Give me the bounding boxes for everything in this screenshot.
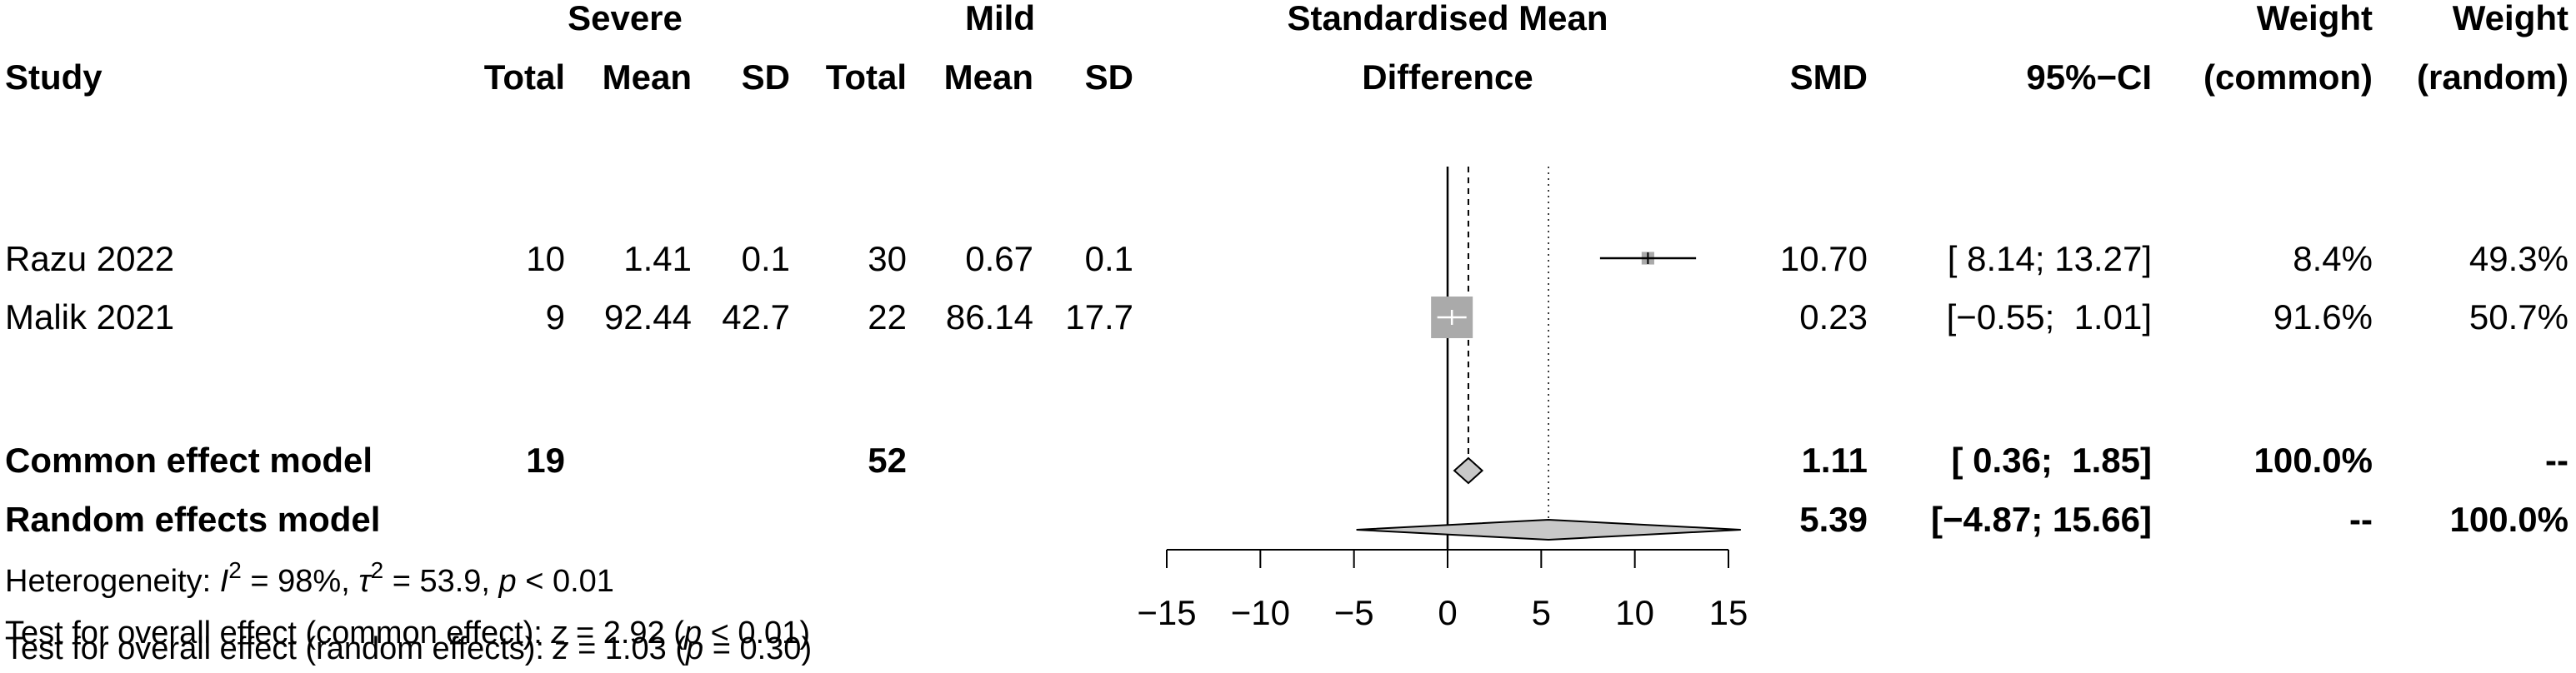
study-sd-severe: 0.1 [742,239,790,278]
plot-area: −15 −10 −5 0 5 10 15 [1137,167,1748,632]
overall-random-z-value: = 1.03 ( [569,631,687,666]
heterogeneity-note: Heterogeneity: I2 = 98%, τ2 = 53.9, p < … [5,557,614,599]
header-plot-title-1: Standardised Mean [1287,0,1608,37]
i2-value: = 98%, [242,564,358,599]
study-sd-mild: 17.7 [1065,297,1133,336]
common-effect-label: Common effect model [5,441,373,480]
i2-symbol: I [220,564,229,599]
x-axis-tick-label: 10 [1615,593,1654,632]
random-effects-label: Random effects model [5,500,380,539]
header-mean-mild: Mean [944,57,1033,97]
random-weight-random: 100.0% [2450,500,2568,539]
random-ci: [−4.87; 15.66] [1931,500,2152,539]
heterogeneity-p-symbol: p [498,564,517,599]
study-smd: 0.23 [1799,297,1868,336]
overall-common-p-value: < 0.01) [702,616,810,651]
tau2-superscript: 2 [371,557,384,583]
study-mean-mild: 86.14 [946,297,1033,336]
study-row: Malik 2021 9 92.44 42.7 22 86.14 17.7 0.… [5,297,2568,336]
header-ci: 95%−CI [2026,57,2152,97]
common-effect-diamond [1453,456,1484,485]
common-total-mild: 52 [868,441,907,480]
header-weight-common-1: Weight [2257,0,2373,37]
header-weight-common-2: (common) [2203,57,2373,97]
overall-effect-common-note: Test for overall effect (common effect):… [5,616,810,651]
header-sd-severe: SD [742,57,790,97]
common-ci: [ 0.36; 1.85] [1952,441,2152,480]
overall-random-prefix: Test for overall effect (random effects)… [5,631,553,666]
header-weight-random-1: Weight [2453,0,2568,37]
overall-common-z-value: = 2.92 ( [567,616,684,651]
x-axis-tick-label: 15 [1709,593,1748,632]
header-total-severe: Total [484,57,565,97]
overall-common-p-symbol: p [683,616,702,651]
random-smd: 5.39 [1799,500,1868,539]
header-plot-title-2: Difference [1362,57,1533,97]
study-mean-severe: 92.44 [604,297,692,336]
header-mild: Mild [965,0,1035,37]
study-weight-random: 50.7% [2469,297,2568,336]
x-axis-tick-label: 0 [1438,593,1457,632]
overall-random-p-symbol: p [685,631,703,666]
heterogeneity-p-value: < 0.01 [517,564,614,599]
study-weight-random: 49.3% [2469,239,2568,278]
study-ci: [ 8.14; 13.27] [1948,239,2152,278]
x-axis-tick-label: −5 [1334,593,1374,632]
study-name: Malik 2021 [5,297,174,336]
header-severe: Severe [568,0,683,37]
study-total-mild: 22 [868,297,907,336]
common-smd: 1.11 [1802,441,1868,480]
study-name: Razu 2022 [5,239,174,278]
overall-common-z-symbol: z [550,616,567,651]
x-axis-tick-label: −10 [1231,593,1290,632]
common-effect-row: Common effect model 19 52 1.11 [ 0.36; 1… [5,441,2568,480]
header-smd: SMD [1790,57,1868,97]
overall-common-prefix: Test for overall effect (common effect): [5,616,551,651]
study-total-mild: 30 [868,239,907,278]
header-weight-random-2: (random) [2417,57,2568,97]
study-ci: [−0.55; 1.01] [1947,297,2152,336]
overall-random-z-symbol: z [553,631,569,666]
study-mean-severe: 1.41 [623,239,692,278]
study-sd-severe: 42.7 [722,297,790,336]
study-weight-common: 91.6% [2273,297,2373,336]
x-axis-tick-label: 5 [1532,593,1551,632]
common-total-severe: 19 [526,441,565,480]
study-total-severe: 9 [546,297,565,336]
common-weight-random: -- [2545,441,2568,480]
study-weight-common: 8.4% [2293,239,2373,278]
header-study: Study [5,57,103,97]
i2-superscript: 2 [228,557,242,583]
study-sd-mild: 0.1 [1085,239,1133,278]
random-weight-common: -- [2349,500,2373,539]
x-axis-tick-label: −15 [1137,593,1196,632]
study-mean-mild: 0.67 [965,239,1033,278]
random-effects-row: Random effects model 5.39 [−4.87; 15.66]… [5,500,2568,539]
header-sd-mild: SD [1085,57,1133,97]
study-row: Razu 2022 10 1.41 0.1 30 0.67 0.1 10.70 … [5,239,2568,278]
tau2-symbol: τ [358,564,373,599]
heterogeneity-prefix: Heterogeneity: [5,564,220,599]
header-total-mild: Total [826,57,907,97]
study-total-severe: 10 [526,239,565,278]
tau2-value: = 53.9, [383,564,498,599]
overall-random-p-value: = 0.30) [703,631,812,666]
study-smd: 10.70 [1780,239,1868,278]
overall-effect-random-note: Test for overall effect (random effects)… [5,631,812,666]
random-effects-diamond [1356,518,1741,541]
common-weight-common: 100.0% [2254,441,2373,480]
header-mean-severe: Mean [603,57,692,97]
